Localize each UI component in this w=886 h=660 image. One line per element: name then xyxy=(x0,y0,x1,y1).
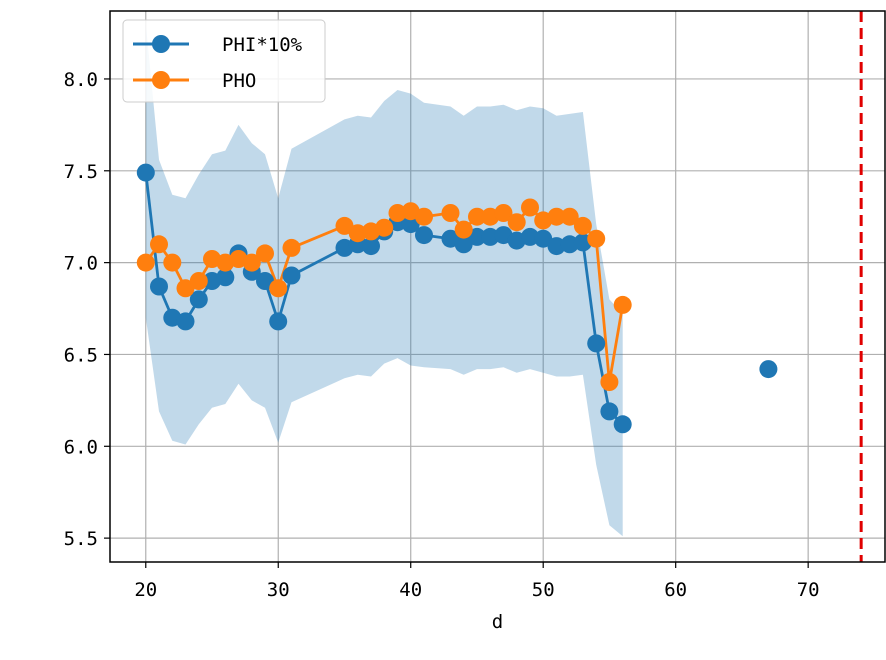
point-phi-33 xyxy=(759,360,778,379)
point-phi-0 xyxy=(136,163,155,182)
y-tick-label-7.0: 7.0 xyxy=(64,253,98,275)
y-tick-label-6.5: 6.5 xyxy=(64,344,98,366)
point-phi-18 xyxy=(415,226,433,245)
y-tick-label-5.5: 5.5 xyxy=(64,528,98,550)
x-tick-label-60: 60 xyxy=(664,579,687,601)
point-phi-31 xyxy=(600,402,619,421)
point-pho-29 xyxy=(573,216,592,235)
point-pho-31 xyxy=(600,373,619,391)
confidence-band xyxy=(145,23,623,537)
point-pho-30 xyxy=(587,229,606,248)
point-pho-4 xyxy=(189,272,208,290)
x-tick-label-50: 50 xyxy=(532,579,555,601)
legend-marker-phi xyxy=(152,35,170,53)
point-phi-28 xyxy=(560,235,579,254)
point-phi-32 xyxy=(613,415,632,434)
point-phi-10 xyxy=(269,312,288,331)
legend: PHI*10% PHO xyxy=(122,19,326,103)
point-pho-9 xyxy=(256,244,274,263)
y-tick-label-8.0: 8.0 xyxy=(64,69,98,91)
point-phi-14 xyxy=(362,237,380,256)
confidence-band-area xyxy=(145,23,623,537)
point-phi-6 xyxy=(216,268,235,287)
axes-frame xyxy=(109,10,886,563)
point-phi-9 xyxy=(256,272,274,290)
point-pho-2 xyxy=(163,253,182,272)
point-pho-8 xyxy=(242,253,261,272)
point-phi-17 xyxy=(401,215,420,234)
point-phi-27 xyxy=(547,237,566,256)
point-pho-32 xyxy=(613,295,632,314)
point-phi-1 xyxy=(150,277,168,296)
point-pho-25 xyxy=(521,198,539,217)
point-pho-27 xyxy=(547,207,566,226)
point-phi-21 xyxy=(468,227,486,246)
point-pho-19 xyxy=(441,204,460,222)
series-markers xyxy=(136,163,778,434)
x-tick-label-20: 20 xyxy=(134,579,157,601)
x-tick-label-30: 30 xyxy=(267,579,290,601)
legend-label-pho: PHO xyxy=(222,70,256,92)
x-axis-label: d xyxy=(492,611,503,633)
point-phi-26 xyxy=(534,229,553,248)
point-phi-25 xyxy=(521,227,539,246)
point-pho-11 xyxy=(282,238,301,257)
point-pho-21 xyxy=(468,207,486,226)
point-pho-16 xyxy=(388,204,407,222)
legend-marker-pho xyxy=(152,71,170,89)
x-tick-label-70: 70 xyxy=(797,579,820,601)
point-phi-22 xyxy=(481,227,500,246)
point-pho-18 xyxy=(415,207,433,226)
point-pho-10 xyxy=(269,279,288,298)
point-phi-11 xyxy=(282,266,301,285)
axis-ticks: 20 30 40 50 60 70 5.5 6.0 6.5 7.0 7.5 8.0 xyxy=(64,69,820,601)
point-pho-15 xyxy=(375,218,394,237)
point-pho-28 xyxy=(560,207,579,226)
x-tick-label-40: 40 xyxy=(399,579,422,601)
legend-label-phi: PHI*10% xyxy=(222,34,303,56)
point-pho-12 xyxy=(335,216,354,235)
point-pho-23 xyxy=(494,204,513,222)
point-pho-1 xyxy=(150,235,168,254)
point-pho-0 xyxy=(136,253,155,272)
point-pho-13 xyxy=(348,224,367,243)
point-phi-3 xyxy=(176,312,195,331)
point-pho-20 xyxy=(454,220,473,239)
y-tick-label-6.0: 6.0 xyxy=(64,436,98,458)
point-phi-20 xyxy=(454,235,473,254)
point-pho-3 xyxy=(176,279,195,298)
point-phi-4 xyxy=(189,290,208,309)
point-pho-24 xyxy=(507,213,526,232)
y-tick-label-7.5: 7.5 xyxy=(64,161,98,183)
point-phi-30 xyxy=(587,334,606,353)
